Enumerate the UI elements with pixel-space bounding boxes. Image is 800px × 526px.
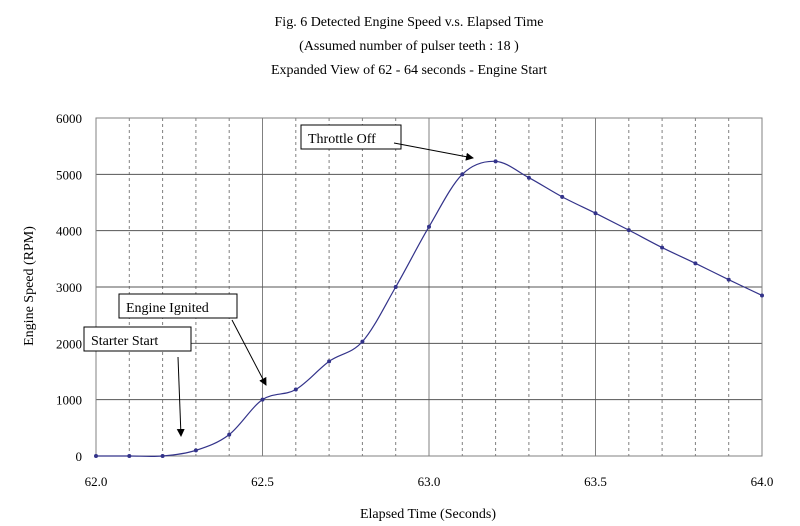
y-tick-label: 4000 [56, 224, 82, 239]
data-point [193, 448, 198, 453]
data-point [460, 172, 465, 177]
data-point [660, 245, 665, 250]
data-point [427, 224, 431, 229]
y-tick-label: 3000 [56, 280, 82, 295]
annotation-callout: Starter Start [83, 326, 192, 437]
x-tick-label: 64.0 [751, 474, 774, 489]
data-point [693, 261, 698, 266]
data-point [327, 359, 332, 364]
y-axis-label: Engine Speed (RPM) [22, 226, 37, 346]
x-axis-label: Elapsed Time (Seconds) [360, 507, 496, 522]
title-line-2: (Assumed number of pulser teeth : 18 ) [299, 39, 519, 54]
y-tick-label: 5000 [56, 167, 82, 182]
x-tick-label: 63.0 [418, 474, 441, 489]
annotation-box [300, 124, 402, 150]
chart-title: Fig. 6 Detected Engine Speed v.s. Elapse… [271, 15, 547, 78]
x-tick-label: 62.0 [85, 474, 108, 489]
data-point [593, 211, 598, 216]
data-point [94, 454, 98, 458]
y-tick-label: 2000 [56, 336, 82, 351]
data-point [393, 285, 398, 289]
annotation-arrow [393, 142, 474, 161]
annotation-label: Engine Ignited [126, 301, 209, 316]
series-layer [94, 159, 764, 458]
x-tick-label: 62.5 [251, 474, 274, 489]
y-tick-label: 6000 [56, 111, 82, 126]
data-point [726, 277, 731, 282]
data-point [360, 339, 365, 344]
annotation-callout: Engine Ignited [118, 293, 267, 386]
annotations: Throttle Off Engine Ignited Starter Start [83, 124, 474, 437]
data-point [626, 228, 631, 233]
title-line-1: Fig. 6 Detected Engine Speed v.s. Elapse… [275, 15, 544, 30]
grid [96, 118, 762, 456]
annotation-arrow [176, 356, 185, 437]
y-tick-label: 0 [76, 449, 83, 464]
y-tick-labels: 0 1000 2000 3000 4000 5000 6000 [56, 111, 82, 464]
plot-frame [95, 117, 763, 457]
data-point [260, 397, 265, 402]
data-point [560, 194, 565, 199]
annotation-label: Throttle Off [308, 132, 376, 147]
annotation-callout: Throttle Off [300, 124, 474, 161]
title-line-3: Expanded View of 62 - 64 seconds - Engin… [271, 63, 547, 78]
data-point [760, 293, 764, 298]
data-point [293, 387, 298, 392]
x-tick-label: 63.5 [584, 474, 607, 489]
data-point [493, 159, 498, 164]
data-point [127, 454, 132, 458]
annotation-label: Starter Start [91, 334, 158, 349]
annotation-arrow [231, 319, 267, 386]
x-tick-labels: 62.0 62.5 63.0 63.5 64.0 [85, 474, 774, 489]
data-point [526, 175, 531, 180]
annotation-box [83, 326, 192, 352]
data-point [160, 454, 165, 458]
annotation-box [118, 293, 238, 319]
y-tick-label: 1000 [56, 393, 82, 408]
data-point [227, 432, 232, 437]
